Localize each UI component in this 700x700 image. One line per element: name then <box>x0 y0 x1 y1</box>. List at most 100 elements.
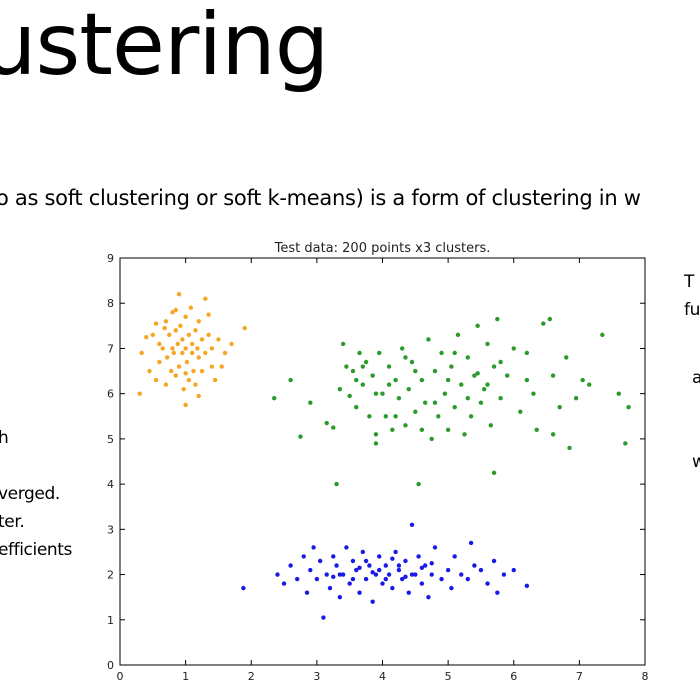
scatter-point <box>442 391 448 396</box>
scatter-point <box>429 572 434 577</box>
scatter-point <box>495 316 500 322</box>
scatter-point <box>186 377 192 383</box>
scatter-point <box>626 405 631 410</box>
scatter-point <box>390 427 395 433</box>
scatter-point <box>524 377 530 383</box>
scatter-point <box>308 400 313 405</box>
scatter-point <box>380 391 385 396</box>
scatter-point <box>163 319 169 324</box>
scatter-point <box>482 386 487 392</box>
scatter-point <box>524 350 530 356</box>
scatter-point <box>501 572 507 577</box>
scatter-point <box>449 585 454 591</box>
scatter-point <box>162 325 167 331</box>
scatter-point <box>419 581 425 586</box>
scatter-point <box>331 554 336 559</box>
left-text-fragment: h <box>0 428 9 448</box>
scatter-point <box>616 391 621 396</box>
scatter-point <box>439 576 444 582</box>
scatter-point <box>298 434 303 439</box>
scatter-point <box>436 414 441 419</box>
scatter-point <box>186 332 192 338</box>
scatter-point <box>429 561 434 566</box>
y-tick-label: 0 <box>107 659 114 672</box>
scatter-point <box>193 328 198 333</box>
scatter-point <box>173 373 178 378</box>
scatter-point <box>357 350 362 356</box>
scatter-point <box>222 350 228 356</box>
scatter-point <box>472 373 477 378</box>
scatter-point <box>485 341 490 347</box>
scatter-point <box>406 386 411 392</box>
scatter-point <box>472 563 477 568</box>
points-layer <box>137 291 631 620</box>
scatter-point <box>419 377 425 383</box>
scatter-point <box>390 556 395 561</box>
scatter-point <box>178 323 183 329</box>
scatter-point <box>475 323 480 329</box>
scatter-point <box>171 350 177 356</box>
scatter-point <box>181 386 186 392</box>
scatter-point <box>485 382 490 387</box>
scatter-point <box>180 350 185 356</box>
y-tick-label: 9 <box>107 252 114 265</box>
scatter-point <box>301 554 306 559</box>
scatter-point <box>370 599 375 604</box>
right-text-fragment: w <box>692 452 700 472</box>
scatter-point <box>426 337 431 342</box>
scatter-point <box>189 350 195 356</box>
scatter-point <box>432 368 438 374</box>
scatter-point <box>416 554 421 559</box>
right-text-fragment: T <box>684 272 694 292</box>
scatter-point <box>360 364 366 369</box>
scatter-point <box>288 377 293 383</box>
scatter-point <box>334 481 339 487</box>
scatter-point <box>373 572 379 577</box>
scatter-point <box>241 585 246 591</box>
scatter-point <box>209 364 215 369</box>
scatter-point <box>550 432 556 437</box>
scatter-point <box>354 405 359 410</box>
scatter-point <box>455 332 461 338</box>
scatter-point <box>347 393 352 399</box>
scatter-point <box>367 414 372 419</box>
slide-subtitle: o as soft clustering or soft k-means) is… <box>0 186 641 210</box>
scatter-point <box>157 341 162 347</box>
scatter-point <box>399 576 405 582</box>
scatter-point <box>409 359 415 365</box>
scatter-point <box>511 346 516 351</box>
scatter-point <box>212 377 218 383</box>
scatter-point <box>193 382 198 387</box>
scatter-point <box>587 382 592 387</box>
scatter-point <box>422 400 428 405</box>
scatter-point <box>491 364 497 369</box>
scatter-point <box>386 572 392 577</box>
scatter-point <box>203 296 208 301</box>
scatter-point <box>163 382 169 387</box>
scatter-point <box>413 409 418 414</box>
scatter-point <box>491 470 497 476</box>
scatter-point <box>498 359 503 365</box>
scatter-point <box>541 321 546 326</box>
scatter-point <box>373 432 379 437</box>
scatter-point <box>370 373 375 378</box>
scatter-point <box>380 581 385 586</box>
scatter-point <box>147 368 152 374</box>
scatter-point <box>294 576 300 582</box>
scatter-point <box>452 350 457 356</box>
scatter-point <box>167 332 172 338</box>
scatter-point <box>416 481 421 487</box>
scatter-point <box>183 346 188 351</box>
scatter-point <box>209 346 215 351</box>
y-tick-label: 5 <box>107 433 114 446</box>
scatter-point <box>139 350 144 356</box>
x-tick-label: 5 <box>445 670 452 683</box>
x-tick-label: 0 <box>117 670 124 683</box>
scatter-point <box>337 572 343 577</box>
scatter-point <box>137 391 142 396</box>
scatter-point <box>550 373 556 378</box>
scatter-point <box>495 590 500 595</box>
scatter-point <box>393 549 398 555</box>
scatter-point <box>432 400 438 405</box>
